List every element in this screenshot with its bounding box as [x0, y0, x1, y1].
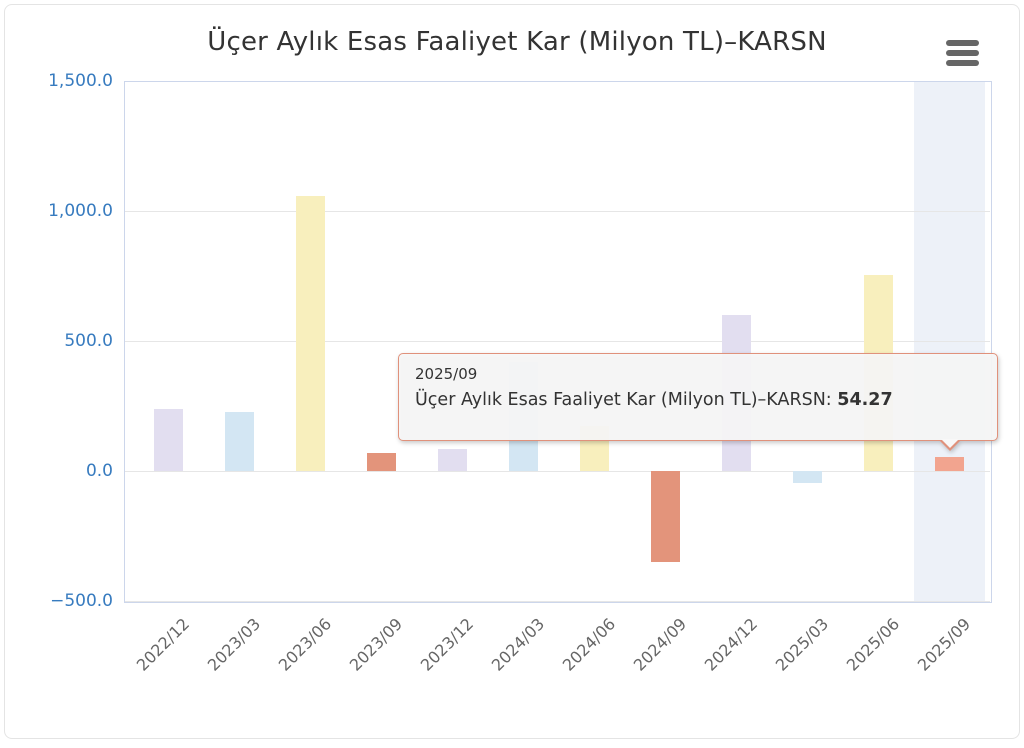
y-axis-label: 500.0: [64, 331, 113, 351]
x-axis-label: 2023/12: [416, 614, 477, 675]
y-axis-label: 1,500.0: [48, 71, 113, 91]
chart-title: Üçer Aylık Esas Faaliyet Kar (Milyon TL)…: [207, 27, 827, 57]
chart-bar-2024-09[interactable]: [650, 471, 680, 562]
chart-card: Üçer Aylık Esas Faaliyet Kar (Milyon TL)…: [4, 4, 1020, 739]
hamburger-icon: [945, 50, 979, 56]
gridline: [124, 341, 990, 342]
y-axis-label: 1,000.0: [48, 201, 113, 221]
x-axis-label: 2024/06: [558, 614, 619, 675]
tooltip-series-label: Üçer Aylık Esas Faaliyet Kar (Milyon TL)…: [415, 390, 838, 410]
tooltip-date: 2025/09: [415, 365, 478, 383]
plot-border: [124, 81, 992, 603]
tooltip-callout-arrow: [941, 439, 959, 448]
hamburger-icon: [945, 40, 979, 46]
x-axis-label: 2025/03: [771, 614, 832, 675]
x-axis-label: 2025/06: [842, 614, 903, 675]
x-axis-label: 2024/12: [700, 614, 761, 675]
tooltip-value: 54.27: [837, 390, 893, 410]
chart-context-menu-button[interactable]: [940, 38, 984, 70]
gridline: [124, 211, 990, 212]
x-axis-label: 2023/06: [274, 614, 335, 675]
gridline: [124, 601, 990, 602]
x-axis-label: 2025/09: [913, 614, 974, 675]
chart-bar-2025-03[interactable]: [792, 471, 822, 483]
chart-bar-2022-12[interactable]: [153, 409, 183, 471]
chart-bar-2025-09[interactable]: [934, 456, 964, 471]
chart-tooltip: 2025/09 Üçer Aylık Esas Faaliyet Kar (Mi…: [398, 353, 998, 451]
y-axis-label: 0.0: [85, 461, 113, 481]
x-axis-label: 2023/03: [203, 614, 264, 675]
y-axis-label: −500.0: [50, 591, 113, 611]
x-axis-label: 2024/03: [487, 614, 548, 675]
chart-bar-2023-06[interactable]: [295, 195, 325, 471]
x-axis-label: 2022/12: [132, 614, 193, 675]
gridline: [124, 81, 990, 82]
x-axis-label: 2023/09: [345, 614, 406, 675]
hamburger-icon: [945, 60, 979, 66]
chart-bar-2023-03[interactable]: [224, 411, 254, 471]
gridline: [124, 471, 990, 472]
tooltip-body: Üçer Aylık Esas Faaliyet Kar (Milyon TL)…: [415, 390, 981, 410]
x-axis-label: 2024/09: [629, 614, 690, 675]
chart-bar-2023-09[interactable]: [366, 452, 396, 471]
chart-bar-2023-12[interactable]: [437, 448, 467, 471]
